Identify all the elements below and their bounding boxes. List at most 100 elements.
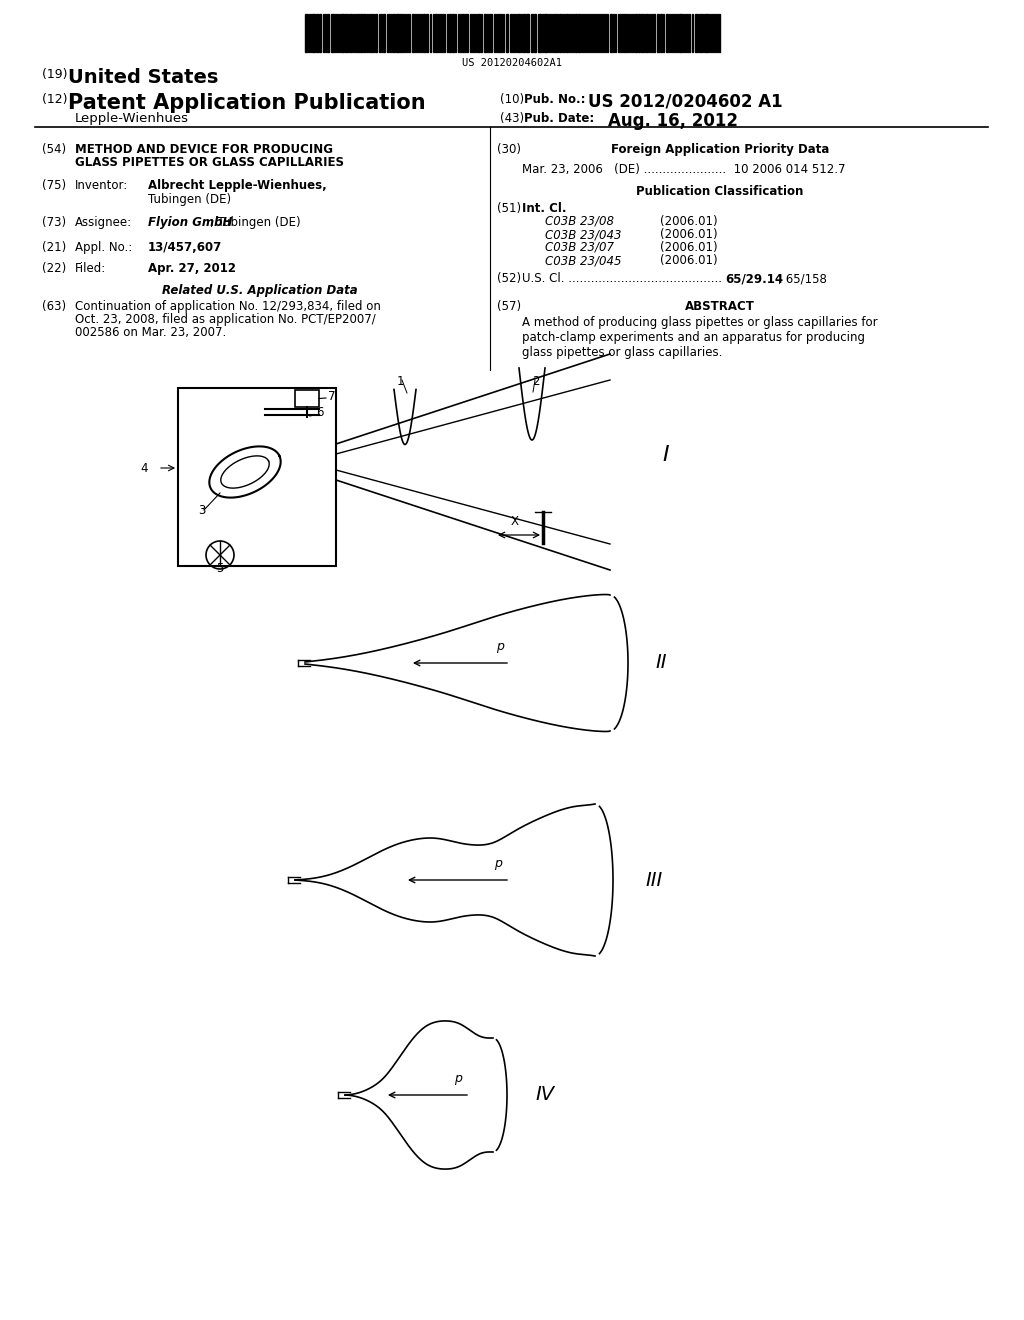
Text: Aug. 16, 2012: Aug. 16, 2012 [608, 112, 738, 129]
Bar [554, 15, 556, 51]
Text: (2006.01): (2006.01) [660, 228, 718, 242]
Bar [331, 15, 334, 51]
Text: Mar. 23, 2006   (DE) ......................  10 2006 014 512.7: Mar. 23, 2006 (DE) .....................… [522, 162, 846, 176]
Bar [638, 15, 640, 51]
Text: A method of producing glass pipettes or glass capillaries for
patch-clamp experi: A method of producing glass pipettes or … [522, 315, 878, 359]
Bar [400, 15, 402, 51]
Text: II: II [655, 653, 667, 672]
Text: (73): (73) [42, 216, 67, 228]
Text: Related U.S. Application Data: Related U.S. Application Data [162, 284, 357, 297]
Bar [538, 15, 541, 51]
Text: C03B 23/07: C03B 23/07 [545, 242, 614, 253]
Text: Pub. Date:: Pub. Date: [524, 112, 594, 125]
Text: , Tubingen (DE): , Tubingen (DE) [210, 216, 301, 228]
Bar [341, 15, 344, 51]
Text: 002586 on Mar. 23, 2007.: 002586 on Mar. 23, 2007. [75, 326, 226, 339]
Bar [412, 15, 414, 51]
Text: (21): (21) [42, 242, 67, 253]
Bar [646, 15, 648, 51]
Bar [559, 15, 561, 51]
Text: (19): (19) [42, 69, 72, 81]
Bar [423, 15, 425, 51]
Text: (2006.01): (2006.01) [660, 242, 718, 253]
Text: GLASS PIPETTES OR GLASS CAPILLARIES: GLASS PIPETTES OR GLASS CAPILLARIES [75, 156, 344, 169]
Bar [544, 15, 547, 51]
Text: 1: 1 [396, 375, 403, 388]
Bar [362, 15, 365, 51]
Text: p: p [454, 1072, 462, 1085]
Text: 5: 5 [216, 562, 223, 576]
Bar [575, 15, 577, 51]
Bar [657, 15, 659, 51]
Bar [531, 15, 534, 51]
Bar [178, 388, 336, 566]
Bar [357, 15, 359, 51]
Text: C03B 23/043: C03B 23/043 [545, 228, 622, 242]
Text: US 20120204602A1: US 20120204602A1 [462, 58, 562, 69]
Bar [426, 15, 428, 51]
Bar [523, 15, 525, 51]
Bar [327, 15, 329, 51]
Text: Patent Application Publication: Patent Application Publication [68, 92, 426, 114]
Text: Tubingen (DE): Tubingen (DE) [148, 193, 231, 206]
Bar [435, 15, 437, 51]
Text: ABSTRACT: ABSTRACT [685, 300, 755, 313]
Text: Albrecht Lepple-Wienhues,: Albrecht Lepple-Wienhues, [148, 180, 327, 191]
Text: Foreign Application Priority Data: Foreign Application Priority Data [610, 143, 829, 156]
Text: Pub. No.:: Pub. No.: [524, 92, 590, 106]
Text: (63): (63) [42, 300, 67, 313]
Text: Inventor:: Inventor: [75, 180, 128, 191]
Bar [449, 15, 451, 51]
Text: (52): (52) [497, 272, 521, 285]
Bar [660, 15, 662, 51]
Text: III: III [645, 870, 663, 890]
Text: IV: IV [535, 1085, 554, 1105]
Text: C03B 23/08: C03B 23/08 [545, 215, 614, 228]
Bar [484, 15, 486, 51]
Text: 3: 3 [198, 503, 206, 516]
Text: (57): (57) [497, 300, 521, 313]
Bar [705, 15, 708, 51]
Bar [305, 15, 307, 51]
Text: 13/457,607: 13/457,607 [148, 242, 222, 253]
Text: Apr. 27, 2012: Apr. 27, 2012 [148, 261, 236, 275]
Text: X: X [511, 515, 519, 528]
Text: Lepple-Wienhues: Lepple-Wienhues [75, 112, 189, 125]
Text: (43): (43) [500, 112, 528, 125]
Text: p: p [496, 640, 504, 653]
Text: Int. Cl.: Int. Cl. [522, 202, 566, 215]
Bar [498, 15, 500, 51]
Bar [518, 15, 520, 51]
Text: METHOD AND DEVICE FOR PRODUCING: METHOD AND DEVICE FOR PRODUCING [75, 143, 333, 156]
Bar [350, 15, 352, 51]
Text: US 2012/0204602 A1: US 2012/0204602 A1 [588, 92, 782, 111]
Text: Publication Classification: Publication Classification [636, 185, 804, 198]
Bar [566, 15, 568, 51]
Text: Flyion GmbH: Flyion GmbH [148, 216, 232, 228]
Bar [534, 15, 536, 51]
Bar [452, 15, 454, 51]
Text: (22): (22) [42, 261, 67, 275]
Bar [635, 15, 637, 51]
Bar [319, 15, 321, 51]
Text: United States: United States [68, 69, 218, 87]
Bar [396, 15, 399, 51]
Bar [360, 15, 362, 51]
Bar [666, 15, 668, 51]
Text: I: I [662, 445, 669, 465]
Text: (30): (30) [497, 143, 521, 156]
Text: Assignee:: Assignee: [75, 216, 132, 228]
Text: (51): (51) [497, 202, 521, 215]
Bar [383, 15, 385, 51]
Text: U.S. Cl. .........................................: U.S. Cl. ...............................… [522, 272, 722, 285]
Text: 6: 6 [316, 407, 324, 420]
Text: p: p [494, 857, 502, 870]
Text: Continuation of application No. 12/293,834, filed on: Continuation of application No. 12/293,8… [75, 300, 381, 313]
Text: (10): (10) [500, 92, 528, 106]
Text: (2006.01): (2006.01) [660, 253, 718, 267]
Bar [641, 15, 643, 51]
Bar [700, 15, 702, 51]
Text: 2: 2 [532, 375, 540, 388]
Text: Appl. No.:: Appl. No.: [75, 242, 132, 253]
Bar [316, 15, 318, 51]
